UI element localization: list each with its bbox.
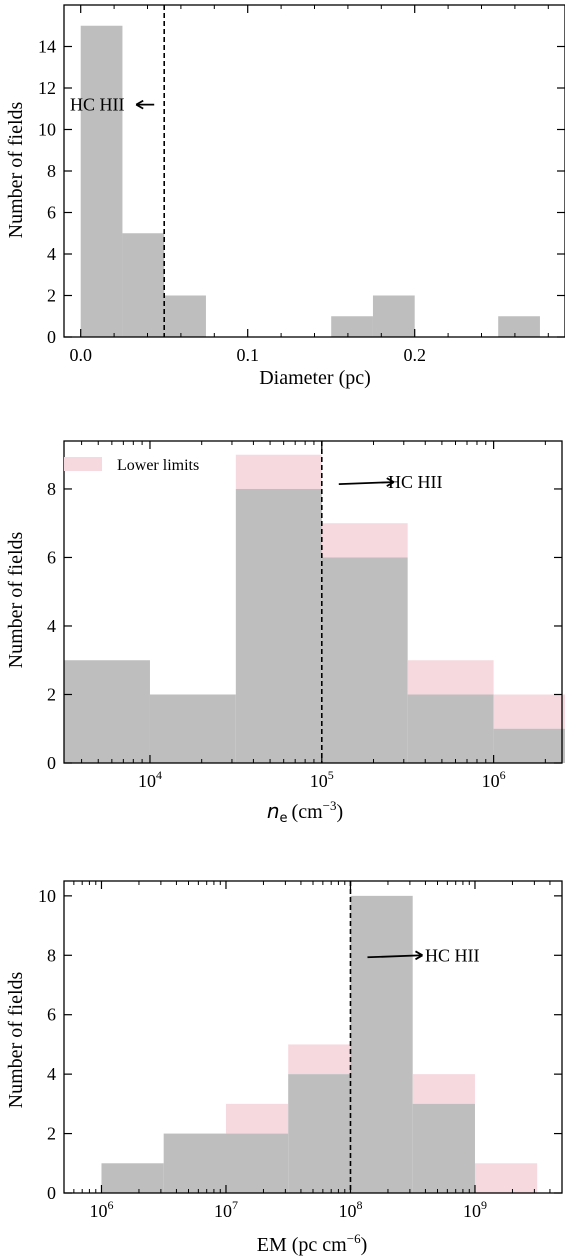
arrow-head xyxy=(135,99,144,110)
histogram-bar xyxy=(163,1133,226,1193)
histogram-bar xyxy=(321,557,408,763)
histogram-bar xyxy=(235,488,322,763)
legend: Lower limits xyxy=(64,457,199,474)
histogram-bar xyxy=(164,295,206,337)
plot-area: 0 2 4 6 8 10 12 14 0.0 0.1 0.2 xyxy=(38,4,565,365)
y-tick-label: 6 xyxy=(47,1005,56,1025)
y-tick-label: 10 xyxy=(38,886,56,906)
histogram-bar xyxy=(493,728,565,763)
y-tick-label: 4 xyxy=(47,1064,56,1084)
x-axis-label-close: ) xyxy=(361,1234,368,1256)
x-axis-label: Diameter (pc) xyxy=(259,367,371,389)
histogram-bar xyxy=(407,694,494,763)
x-axis-label-unit: (cm xyxy=(292,801,324,823)
histogram-bar xyxy=(101,1163,164,1193)
x-axis-label: EM (pc cm−6) xyxy=(257,1231,368,1256)
y-tick-label: 12 xyxy=(38,78,56,98)
x-axis-label-symbol: n xyxy=(267,799,280,823)
x-tick-label: 0.2 xyxy=(403,345,426,365)
histogram-bar xyxy=(498,316,540,337)
y-tick-label: 0 xyxy=(47,753,56,773)
x-tick-label: 106 xyxy=(482,768,506,791)
emission-measure-histogram-panel: 0 2 4 6 8 10 106 107 108 109 Number of fields EM … xyxy=(5,880,563,1256)
x-tick-label: 0.1 xyxy=(236,345,259,365)
y-tick-label: 6 xyxy=(47,203,56,223)
histogram-bar xyxy=(225,1133,289,1193)
histogram-bar xyxy=(350,895,413,1193)
y-tick-label: 2 xyxy=(47,684,56,704)
y-tick-label: 14 xyxy=(38,37,56,57)
y-axis-label: Number of fields xyxy=(5,531,27,668)
x-tick-label: 105 xyxy=(310,768,334,791)
hc-hii-annotation: HC HII xyxy=(70,95,125,115)
lower-limit-bar xyxy=(288,1044,351,1075)
arrow-shaft xyxy=(367,954,423,959)
x-tick-label: 107 xyxy=(214,1198,238,1221)
y-tick-label: 8 xyxy=(47,945,56,965)
y-tick-label: 4 xyxy=(47,616,56,636)
plot-area: 0 2 4 6 8 104 105 106 xyxy=(47,440,565,791)
lower-limit-bar xyxy=(412,1074,475,1104)
hc-hii-annotation: HC HII xyxy=(388,472,443,492)
x-tick-label: 104 xyxy=(138,768,162,791)
histogram-bar xyxy=(372,295,415,337)
x-axis-label-exponent: −6 xyxy=(347,1231,361,1246)
y-tick-label: 6 xyxy=(47,547,56,567)
y-tick-label: 0 xyxy=(47,327,56,347)
x-axis-label-subscript: e xyxy=(280,811,288,826)
y-tick-label: 10 xyxy=(38,120,56,140)
y-tick-label: 8 xyxy=(47,161,56,181)
arrow-head xyxy=(386,477,395,487)
histogram-bar xyxy=(412,1103,475,1193)
legend-label: Lower limits xyxy=(117,457,199,474)
axes-frame xyxy=(63,440,563,764)
plot-area: 0 2 4 6 8 10 106 107 108 109 xyxy=(38,880,563,1221)
x-axis-label-main: EM (pc cm xyxy=(257,1234,347,1256)
x-tick-label: 0.0 xyxy=(69,345,92,365)
histogram-bar xyxy=(288,1074,351,1193)
arrow-icon xyxy=(338,477,395,487)
lower-limit-bar xyxy=(493,694,565,729)
arrow-shaft xyxy=(338,481,394,486)
y-tick-label: 2 xyxy=(47,286,56,306)
arrow-icon xyxy=(367,950,423,961)
y-axis-label: Number of fields xyxy=(5,101,27,238)
y-tick-label: 8 xyxy=(47,479,56,499)
histogram-bar xyxy=(149,694,236,763)
lower-limit-bar xyxy=(474,1163,538,1193)
x-tick-label: 106 xyxy=(89,1198,113,1221)
lower-limit-bar xyxy=(235,454,322,489)
arrow-icon xyxy=(135,99,155,110)
x-tick-label: 108 xyxy=(338,1198,362,1221)
lower-limit-bar xyxy=(225,1103,289,1134)
arrow-head xyxy=(415,950,423,961)
histogram-bar xyxy=(64,660,150,763)
x-tick-label: 109 xyxy=(463,1198,487,1221)
x-axis-label-exponent: −3 xyxy=(323,798,337,813)
lower-limit-bar xyxy=(407,660,494,695)
y-tick-label: 0 xyxy=(47,1183,56,1203)
y-tick-label: 2 xyxy=(47,1124,56,1144)
legend-swatch xyxy=(64,457,102,471)
hc-hii-annotation: HC HII xyxy=(425,945,480,965)
density-histogram-panel: 0 2 4 6 8 104 105 106 Number of fields ne (cm−3)… xyxy=(5,440,565,826)
x-axis-label: ne (cm−3) xyxy=(267,798,343,826)
histogram-bar xyxy=(122,233,165,337)
x-axis-label-close: ) xyxy=(336,801,343,823)
y-tick-label: 4 xyxy=(47,244,56,264)
histogram-bar xyxy=(331,316,373,337)
diameter-histogram-panel: 0 2 4 6 8 10 12 14 0.0 0.1 0.2 Number of fields Di… xyxy=(5,4,565,389)
lower-limit-bar xyxy=(321,523,408,558)
histogram-bar xyxy=(80,25,123,337)
y-axis-label: Number of fields xyxy=(5,971,27,1108)
